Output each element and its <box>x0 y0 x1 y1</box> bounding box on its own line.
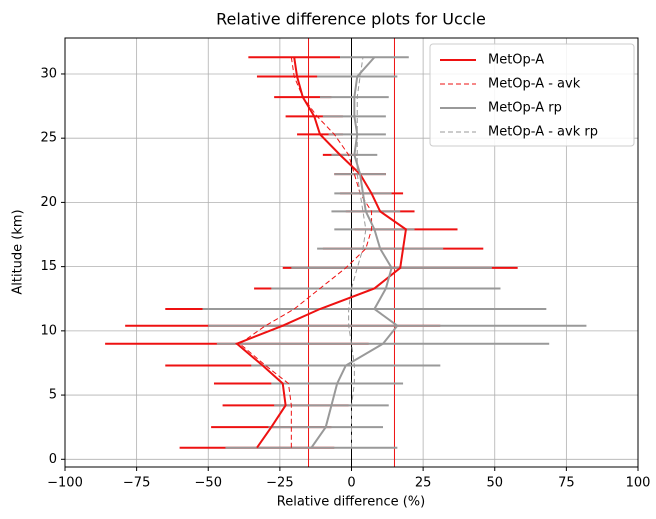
x-tick-label: −25 <box>266 476 293 491</box>
x-tick-label: 50 <box>486 476 503 491</box>
y-tick-label: 30 <box>40 66 57 81</box>
x-tick-label: −75 <box>123 476 150 491</box>
legend-label: MetOp-A rp <box>488 101 562 116</box>
profile-line <box>348 57 367 448</box>
legend-label: MetOp-A - avk <box>488 77 581 92</box>
y-axis-label: Altitude (km) <box>11 209 26 294</box>
x-tick-label: −50 <box>195 476 222 491</box>
x-axis-label: Relative difference (%) <box>277 495 425 510</box>
profile-line <box>238 57 373 448</box>
x-tick-label: −100 <box>47 476 83 491</box>
y-tick-label: 15 <box>40 259 57 274</box>
profile-line <box>234 57 408 449</box>
y-tick-label: 0 <box>49 452 57 467</box>
legend-box <box>429 43 635 147</box>
profile-line <box>310 56 399 449</box>
plot-frame <box>64 37 639 468</box>
y-tick-label: 10 <box>40 323 57 338</box>
x-tick-label: 25 <box>415 476 432 491</box>
y-tick-label: 20 <box>40 195 57 210</box>
x-tick-label: 0 <box>347 476 355 491</box>
y-tick-label: 25 <box>40 131 57 146</box>
legend-label: MetOp-A <box>488 53 544 68</box>
y-tick-label: 5 <box>49 388 57 403</box>
chart-title: Relative difference plots for Uccle <box>216 10 486 29</box>
x-tick-label: 100 <box>626 476 651 491</box>
legend-label: MetOp-A - avk rp <box>488 125 598 140</box>
x-tick-label: 75 <box>558 476 575 491</box>
